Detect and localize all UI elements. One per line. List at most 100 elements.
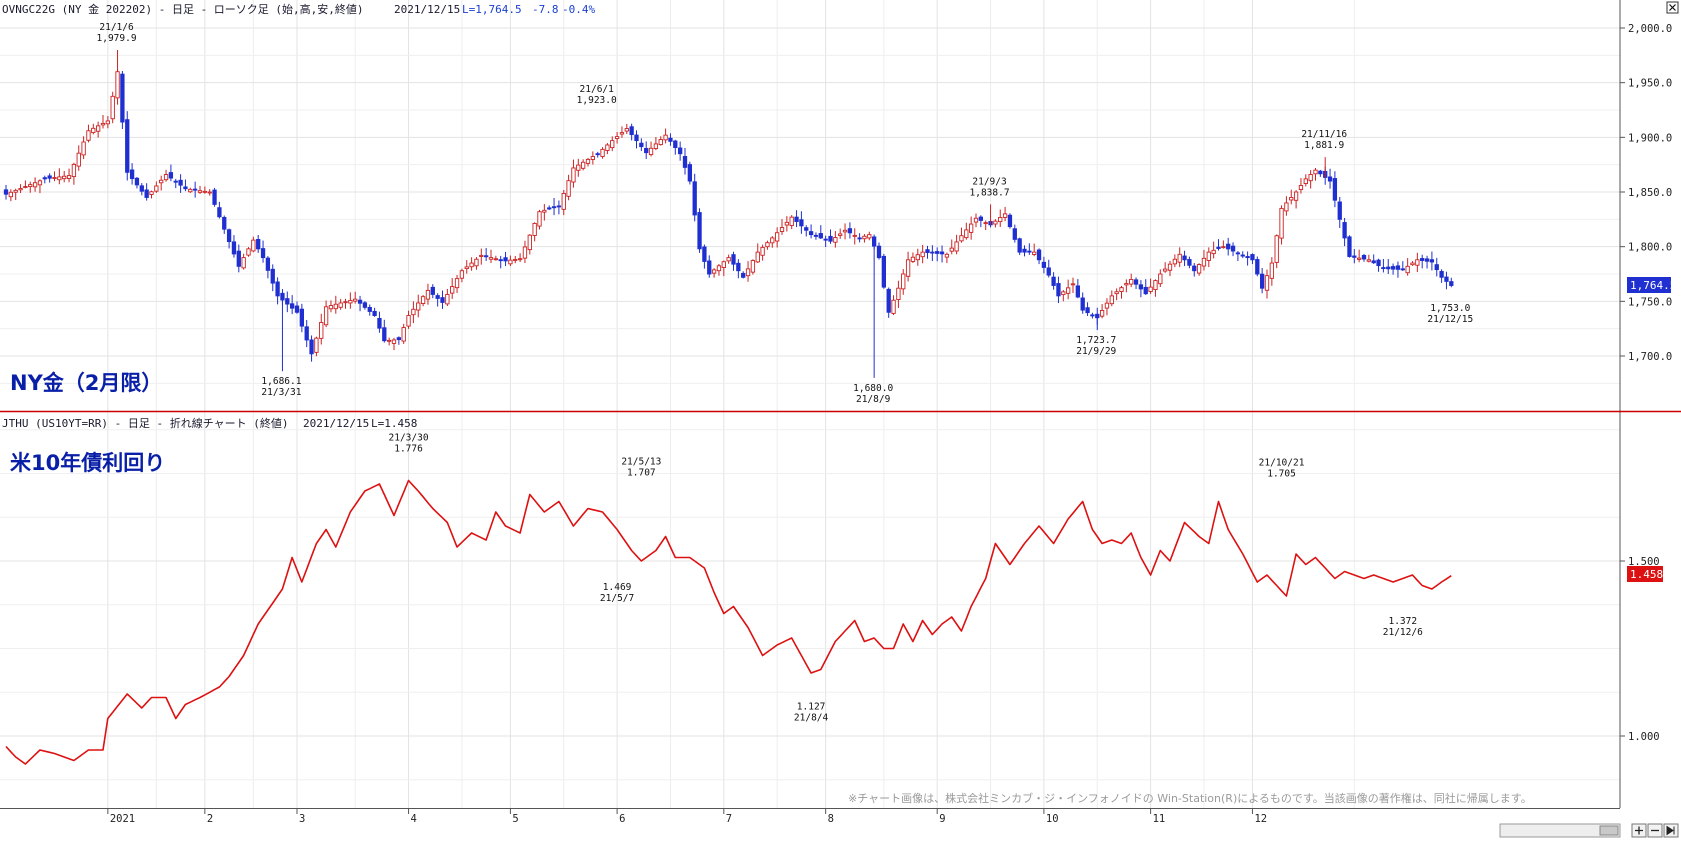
gold-annotation-line2: 21/9/29 bbox=[1076, 346, 1116, 357]
time-tick-label: 3 bbox=[299, 813, 305, 825]
gold-candle bbox=[658, 136, 663, 146]
gold-candle bbox=[459, 268, 465, 283]
gold-candle bbox=[139, 183, 144, 196]
gold-last-tag-bg bbox=[1627, 277, 1671, 293]
gold-candle bbox=[1352, 249, 1357, 264]
gold-candle bbox=[731, 251, 736, 271]
gold-candle bbox=[120, 70, 125, 129]
gold-candle bbox=[1400, 261, 1405, 271]
gold-candle bbox=[978, 215, 984, 228]
yield-annotation-line2: 21/12/6 bbox=[1383, 627, 1423, 638]
gold-candle bbox=[876, 242, 882, 260]
gold-annotation-line1: 1,723.7 bbox=[1076, 335, 1116, 346]
gold-candle bbox=[256, 234, 261, 253]
gold-candle bbox=[1221, 240, 1226, 249]
scroll-thumb[interactable] bbox=[1599, 825, 1619, 836]
gold-candle bbox=[401, 323, 406, 344]
gold-candle bbox=[445, 288, 450, 306]
gold-candle bbox=[639, 138, 644, 151]
gold-candle bbox=[1230, 242, 1236, 257]
gold-candle bbox=[100, 114, 106, 129]
gold-candle bbox=[503, 251, 508, 267]
gold-candle bbox=[1386, 259, 1391, 275]
gold-candle bbox=[711, 268, 717, 278]
gold-candle bbox=[1347, 235, 1352, 258]
gold-header-symbol: OVNGC22G (NY 金 202202) - 日足 - ローソク足 (始,高… bbox=[2, 2, 364, 16]
gold-candle bbox=[1167, 260, 1173, 277]
close-icon[interactable] bbox=[1666, 1, 1679, 14]
time-tick-label: 2021 bbox=[110, 813, 135, 825]
gold-candle bbox=[285, 291, 290, 313]
gold-candle bbox=[202, 186, 207, 194]
gold-candle bbox=[207, 189, 212, 196]
gold-candle bbox=[1410, 261, 1415, 266]
gold-candle bbox=[217, 201, 222, 219]
gold-candle bbox=[1148, 278, 1153, 294]
gold-candle bbox=[517, 253, 523, 263]
gold-candle bbox=[129, 163, 135, 185]
gold-candle bbox=[537, 209, 542, 230]
gold-candle bbox=[896, 280, 901, 308]
gold-candle bbox=[901, 269, 906, 295]
gold-candle bbox=[566, 174, 571, 201]
gold-candle bbox=[197, 185, 203, 194]
gold-candle bbox=[993, 219, 998, 228]
gold-candle bbox=[920, 245, 925, 264]
gold-candle bbox=[454, 274, 460, 294]
gold-candle bbox=[343, 298, 348, 309]
gold-candle bbox=[86, 124, 91, 143]
gold-candle bbox=[1007, 213, 1013, 229]
gold-candle bbox=[610, 136, 615, 152]
gold-candle bbox=[226, 228, 232, 249]
gold-candle bbox=[3, 184, 9, 200]
gold-candle bbox=[1327, 168, 1333, 189]
gold-candle bbox=[1303, 174, 1308, 187]
gold-last-tag: 1,764.5 bbox=[1630, 279, 1676, 292]
gold-candle bbox=[372, 307, 377, 317]
gold-candle bbox=[362, 301, 368, 310]
gold-candle bbox=[231, 235, 237, 258]
gold-candle bbox=[265, 256, 271, 279]
zoom-out-icon[interactable] bbox=[1647, 823, 1663, 838]
time-tick-label: 2 bbox=[207, 813, 213, 825]
gold-candle bbox=[716, 264, 722, 276]
gold-annotation-line2: 1,923.0 bbox=[577, 95, 617, 106]
gold-candle bbox=[1371, 254, 1376, 264]
gold-candle bbox=[1027, 243, 1032, 255]
gold-candle bbox=[450, 278, 455, 299]
gold-candle bbox=[915, 248, 920, 266]
gold-candle bbox=[1318, 169, 1323, 177]
scroll-end-icon[interactable] bbox=[1663, 823, 1679, 838]
gold-candle bbox=[1308, 170, 1313, 189]
gold-candle bbox=[1192, 263, 1197, 277]
gold-candle bbox=[1129, 273, 1134, 288]
gold-annotation-line1: 1,680.0 bbox=[853, 383, 893, 394]
gold-candle bbox=[1264, 269, 1270, 299]
gold-candle bbox=[52, 171, 57, 182]
gold-candle bbox=[357, 295, 363, 312]
gold-candle bbox=[653, 137, 659, 151]
gold-candle bbox=[959, 227, 964, 243]
yield-annotation-line1: 1.469 bbox=[603, 582, 632, 593]
gold-candle bbox=[464, 260, 469, 274]
time-scrollbar[interactable] bbox=[1499, 823, 1621, 838]
gold-annotation-line1: 21/1/6 bbox=[99, 22, 134, 33]
gold-candle bbox=[954, 234, 959, 255]
gold-candle bbox=[673, 139, 678, 155]
yield-header-date: 2021/12/15 bbox=[303, 417, 369, 430]
gold-candle bbox=[1206, 247, 1211, 268]
gold-candle bbox=[576, 158, 581, 177]
gold-candle bbox=[648, 141, 654, 157]
gold-candle bbox=[299, 303, 304, 333]
yield-annotation-line2: 21/8/4 bbox=[794, 713, 829, 724]
gold-candle bbox=[66, 168, 72, 183]
yield-header-symbol: JTHU (US10YT=RR) - 日足 - 折れ線チャート (終値) bbox=[2, 416, 288, 430]
gold-candle bbox=[925, 245, 930, 259]
gold-candle bbox=[998, 209, 1003, 227]
yield-annotation-line1: 1.372 bbox=[1388, 616, 1417, 627]
gold-candle bbox=[513, 255, 518, 264]
gold-candle bbox=[163, 169, 169, 182]
gold-candle bbox=[789, 215, 794, 230]
zoom-in-icon[interactable] bbox=[1631, 823, 1647, 838]
